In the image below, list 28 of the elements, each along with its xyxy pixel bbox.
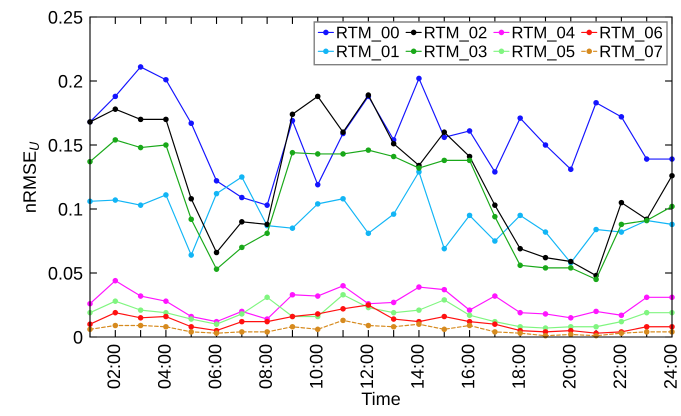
legend-label: RTM_07 — [600, 45, 662, 60]
x-tick-label: 02:00 — [107, 344, 120, 388]
x-tick-label: 14:00 — [411, 344, 424, 388]
x-tick-label: 18:00 — [512, 344, 526, 388]
x-tick-label: 08:00 — [259, 344, 272, 388]
y-tick-label: 0 — [74, 330, 82, 344]
legend-label: RTM_00 — [337, 26, 399, 42]
legend-label: RTM_01 — [337, 45, 399, 60]
y-tick-label: 0.2 — [58, 74, 82, 88]
legend-label: RTM_05 — [512, 45, 574, 60]
x-tick-label: 06:00 — [208, 344, 222, 388]
x-tick-label: 20:00 — [562, 344, 576, 388]
legend-label: RTM_02 — [425, 26, 486, 42]
y-tick-label: 0.15 — [48, 138, 82, 152]
legend-label: RTM_03 — [425, 45, 487, 60]
legend-label: RTM_06 — [600, 26, 662, 42]
y-tick-label: 0.25 — [48, 10, 82, 24]
y-axis-title: nRMSE$_{U}$ — [23, 142, 39, 212]
x-tick-label: 12:00 — [360, 344, 374, 388]
x-tick-label: 10:00 — [310, 344, 323, 388]
y-tick-label: 0.05 — [48, 266, 82, 280]
x-tick-label: 22:00 — [613, 344, 626, 388]
x-tick-label: 16:00 — [462, 344, 474, 388]
x-tick-label: 04:00 — [158, 344, 171, 388]
x-axis-title: Time — [362, 392, 400, 406]
y-tick-label: 0.1 — [58, 202, 82, 216]
x-tick-label: 24:00 — [664, 344, 677, 388]
legend-label: RTM_04 — [512, 26, 575, 42]
